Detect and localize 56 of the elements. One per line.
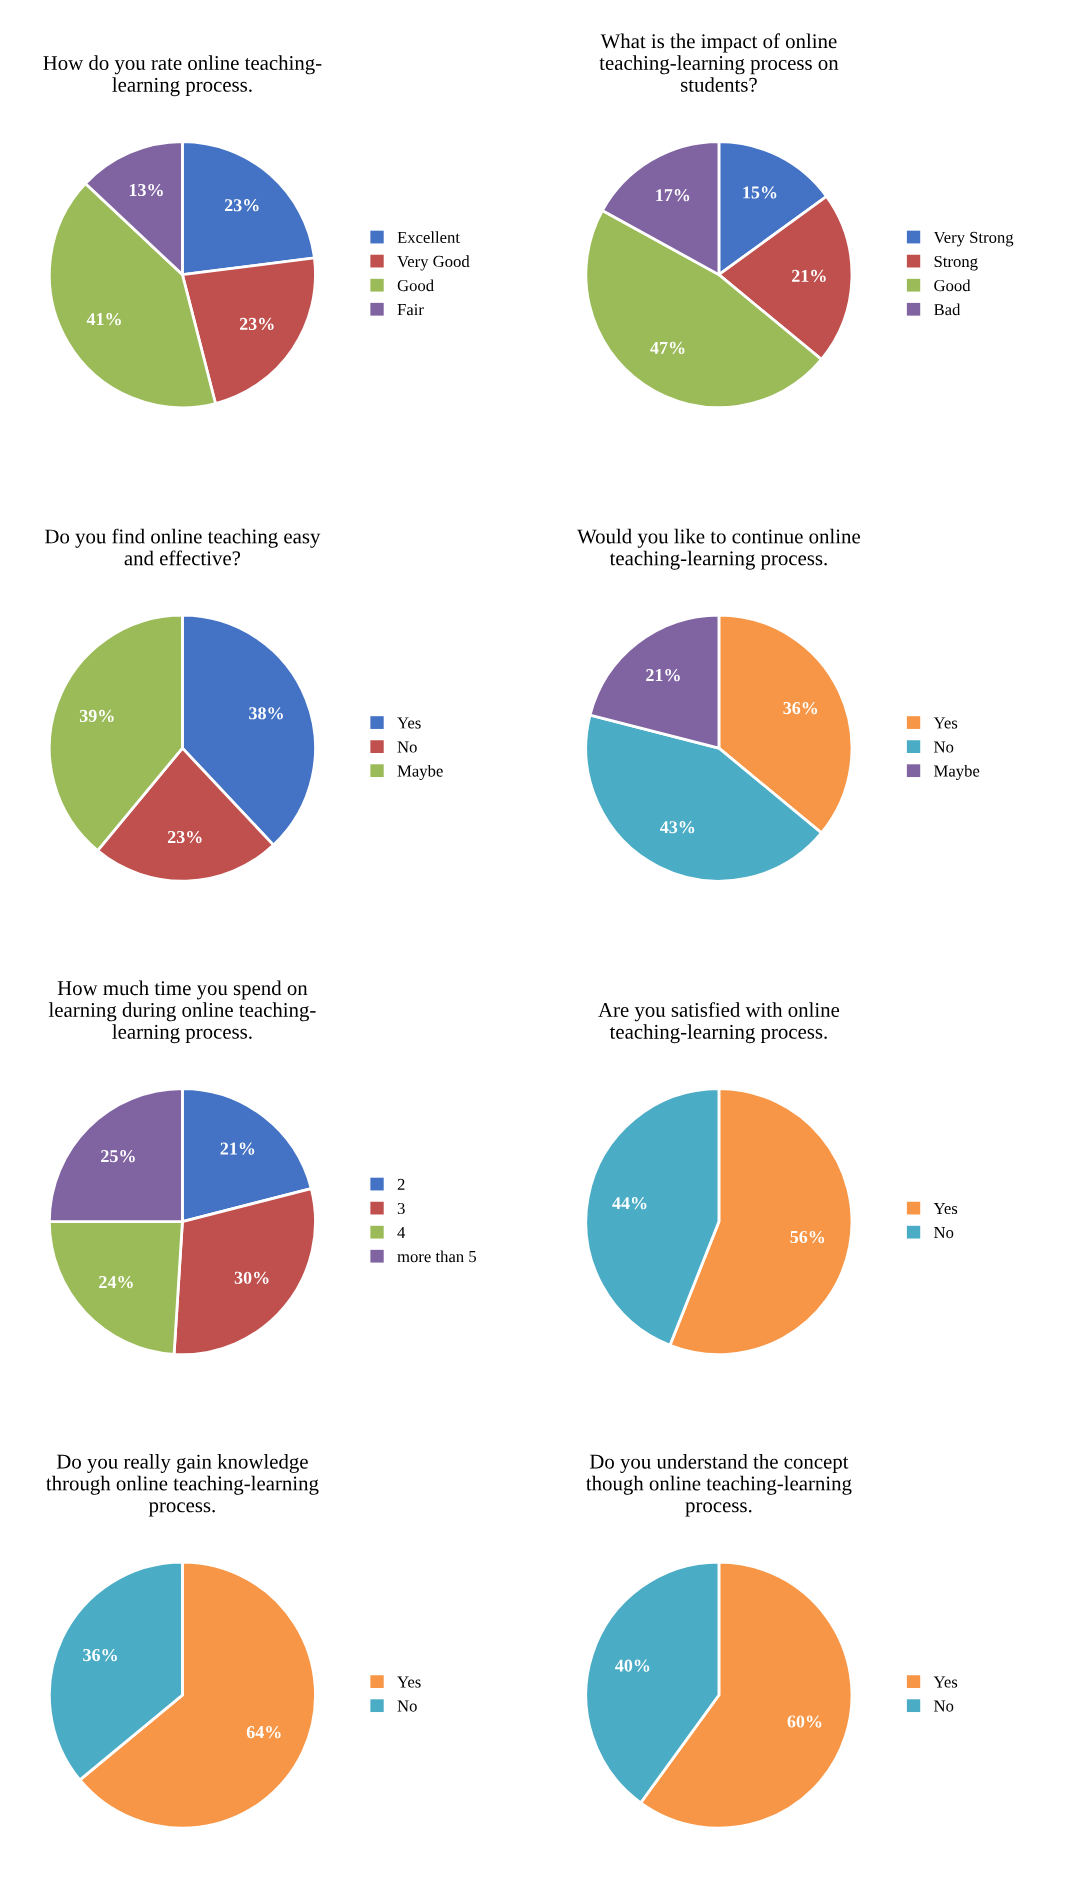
legend-label: Good <box>934 279 971 292</box>
chart-title: Do you understand the concept though online teaching-learning process. <box>586 1454 852 1517</box>
legend-label: Bad <box>934 303 961 316</box>
legend-label: 3 <box>397 1202 405 1215</box>
chart-title: Do you find online teaching easy and effective? <box>45 528 321 566</box>
legend-label: No <box>934 1700 954 1712</box>
data-label: 60% <box>787 1715 822 1728</box>
chart-title: Would you like to continue online teaching-learning process. <box>577 528 860 570</box>
data-label: 17% <box>656 189 690 202</box>
legend-label: Yes <box>933 1203 958 1215</box>
legend-label: Strong <box>934 255 978 271</box>
data-label: 36% <box>83 1648 117 1662</box>
data-label: 41% <box>86 313 121 326</box>
data-label: 47% <box>650 341 685 355</box>
data-label: 38% <box>249 707 283 720</box>
legend-label: No <box>397 1700 417 1712</box>
legend-label: Yes <box>397 717 421 729</box>
data-label: 39% <box>79 709 114 723</box>
chart-title: How much time you spend on learning during online teaching- learning process. <box>48 980 316 1044</box>
chart-title: Are you satisfied with online teaching-learning process. <box>598 1002 840 1044</box>
data-label: 36% <box>783 701 818 715</box>
legend-label: No <box>397 741 417 753</box>
legend-label: Maybe <box>934 764 980 781</box>
legend-label: Good <box>397 279 434 292</box>
legend-label: Yes <box>933 1676 958 1688</box>
data-label: 25% <box>101 1149 135 1163</box>
legend-label: 2 <box>397 1178 405 1190</box>
data-label: 40% <box>615 1659 650 1672</box>
data-label: 43% <box>660 821 695 834</box>
legend-label: Very Strong <box>933 231 1014 247</box>
data-label: 23% <box>239 317 274 331</box>
data-label: 13% <box>129 183 163 197</box>
chart-title: Do you really gain knowledge through online teaching-learning process. <box>46 1454 319 1517</box>
legend-label: Maybe <box>397 764 443 781</box>
legend-label: more than 5 <box>397 1250 476 1263</box>
data-label: 23% <box>224 199 259 212</box>
legend-label: Yes <box>933 717 958 729</box>
legend-label: Fair <box>397 304 424 316</box>
data-label: 21% <box>792 269 826 283</box>
data-label: 56% <box>790 1230 825 1244</box>
chart-title: How do you rate online teaching- learning process. <box>43 55 322 97</box>
data-label: 21% <box>220 1142 255 1155</box>
legend-label: No <box>934 741 954 753</box>
data-label: 30% <box>234 1271 269 1284</box>
data-label: 21% <box>646 668 680 682</box>
data-label: 64% <box>246 1725 281 1739</box>
data-label: 44% <box>612 1197 647 1210</box>
data-label: 23% <box>167 830 202 844</box>
legend-label: Yes <box>397 1676 421 1688</box>
legend-label: Very Good <box>397 255 470 271</box>
legend-label: Excellent <box>397 231 460 243</box>
legend-label: No <box>934 1227 954 1239</box>
chart-title: What is the impact of online teaching-learning process on students? <box>599 33 839 92</box>
legend-label: 4 <box>397 1226 406 1238</box>
data-label: 24% <box>99 1275 133 1289</box>
data-label: 15% <box>743 186 777 199</box>
